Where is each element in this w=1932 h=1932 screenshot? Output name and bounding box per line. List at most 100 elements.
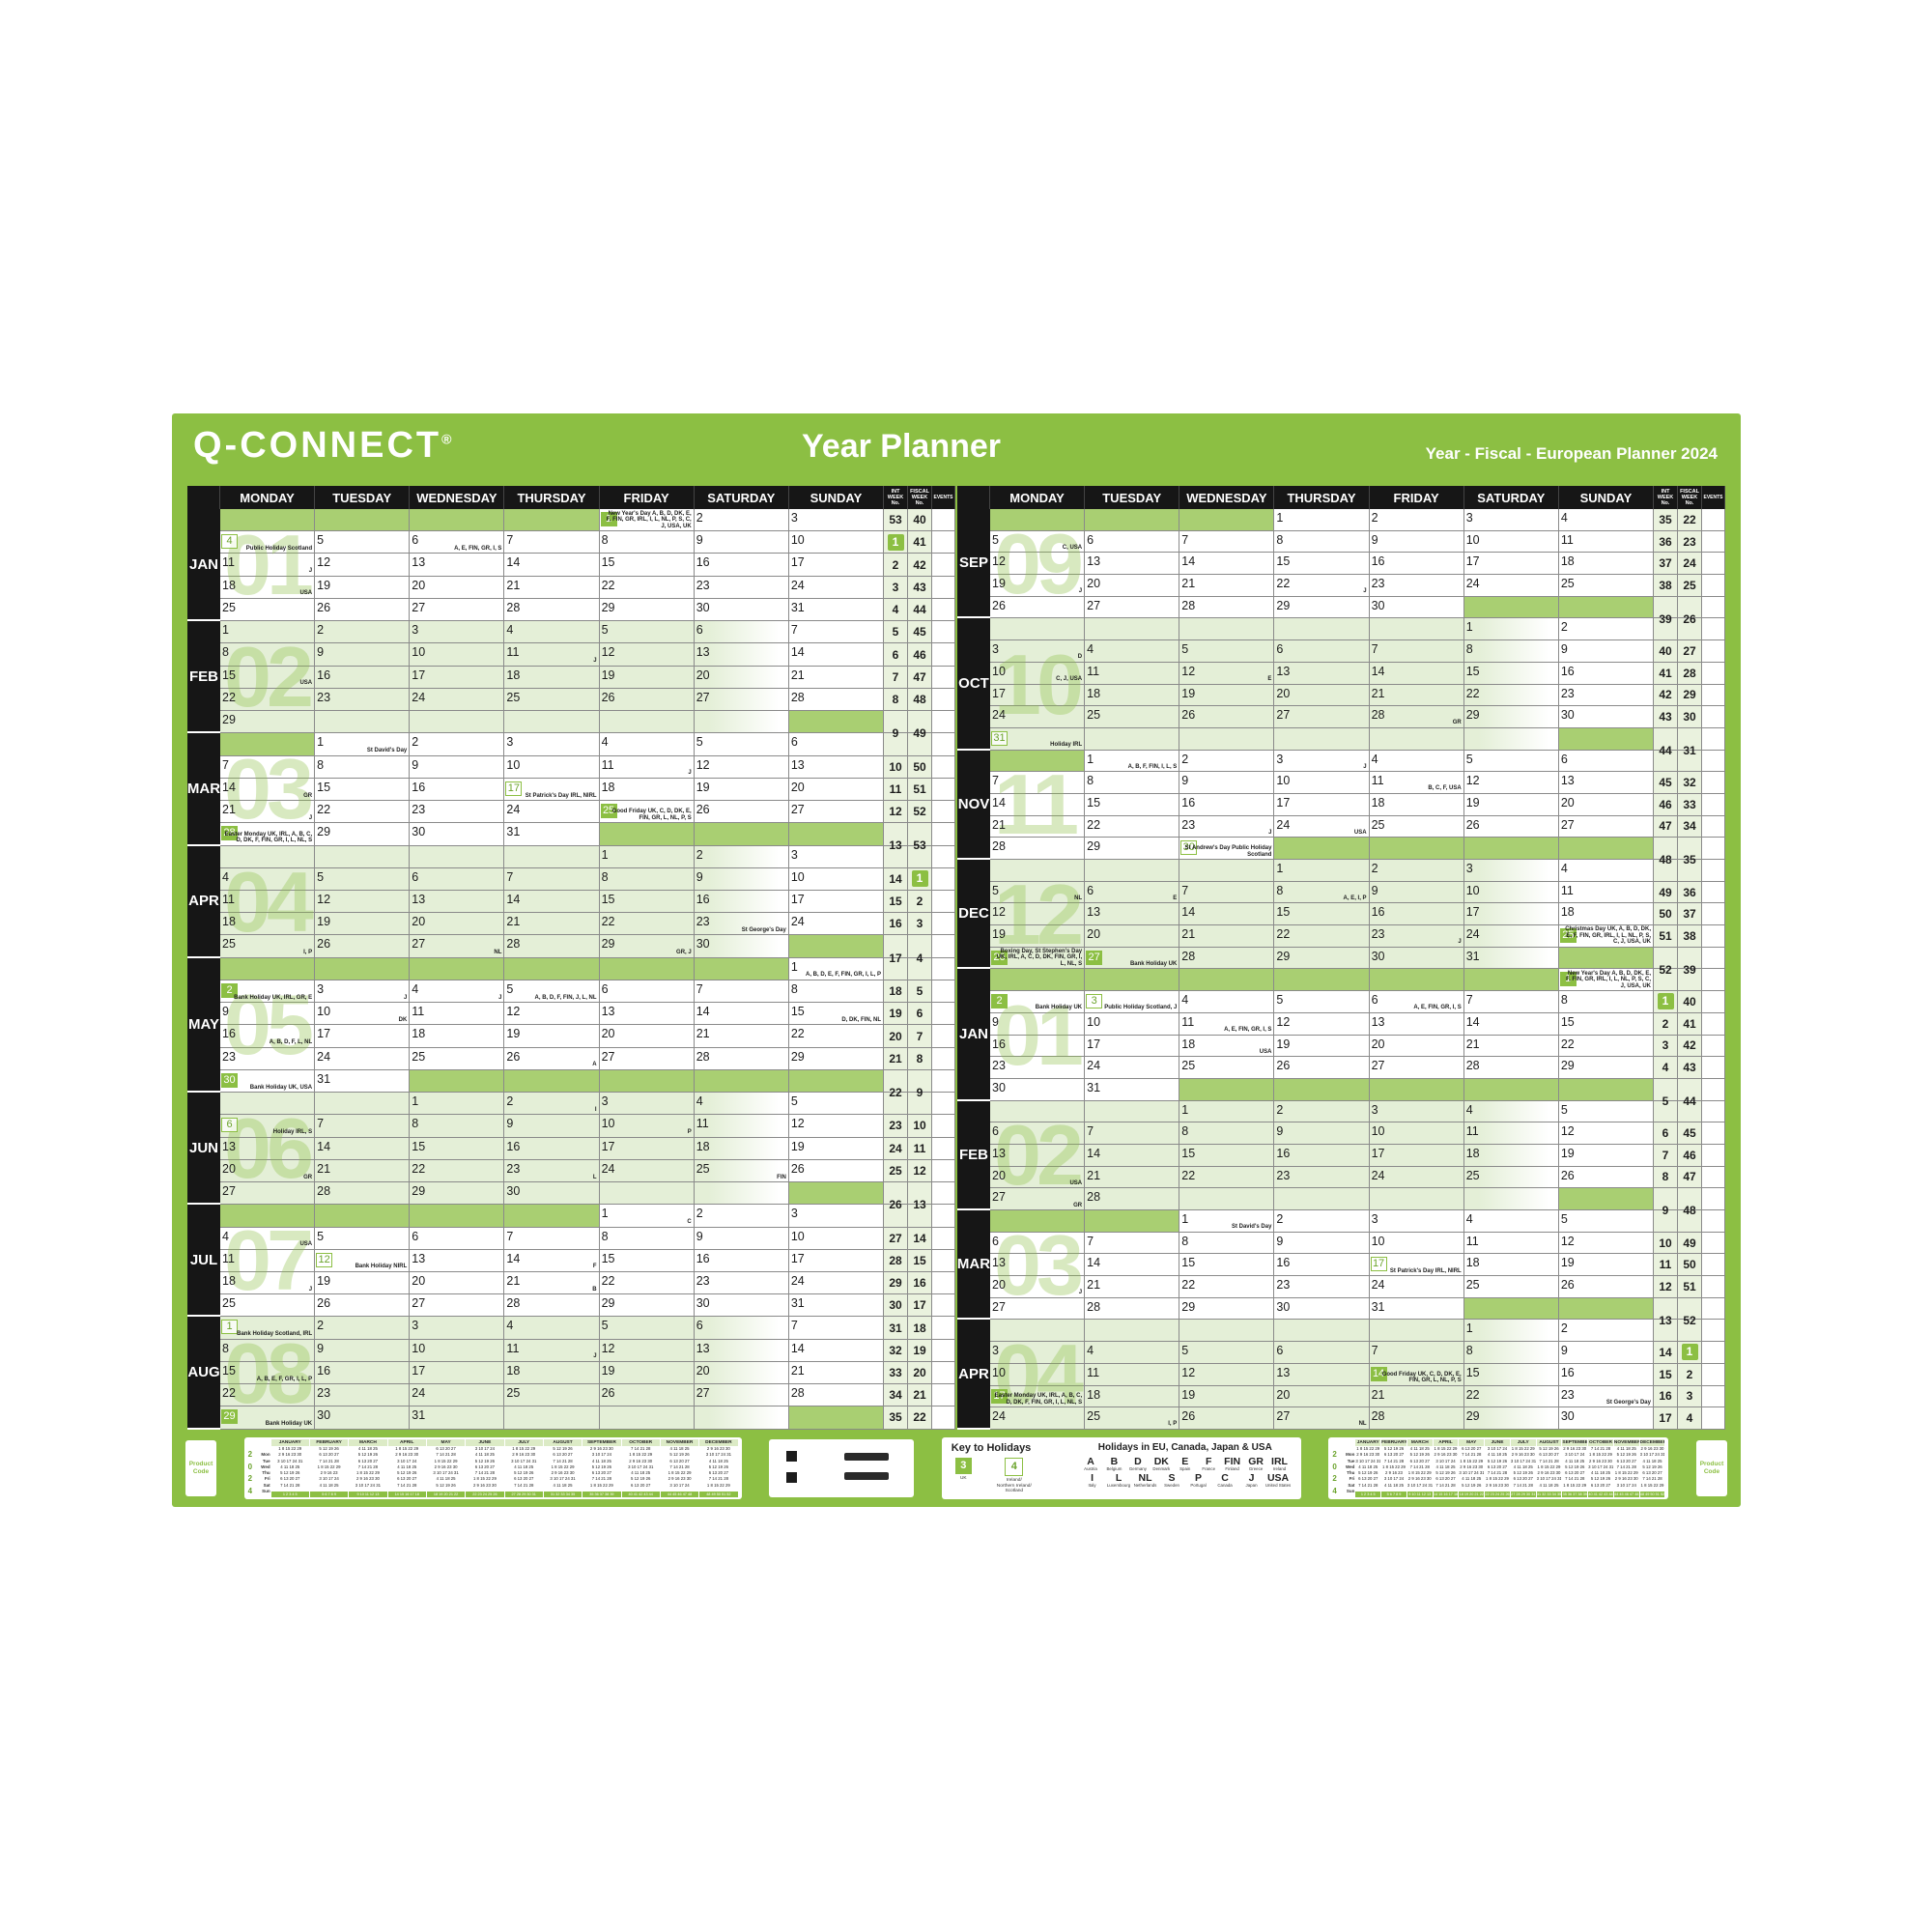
date-cell: 19	[788, 1137, 884, 1160]
holiday-note: USA	[299, 590, 313, 597]
mini-week-numbers: 9 10 11 12 13	[349, 1492, 387, 1497]
date-cell: 18	[694, 1137, 789, 1160]
date-cell: 27 GR	[990, 1188, 1086, 1210]
date-number: 11	[696, 1117, 709, 1131]
date-cell: 9	[694, 867, 789, 891]
country-code: I Italy	[1079, 1473, 1106, 1488]
mini-month-dates: 4 11 18 25	[1409, 1446, 1430, 1451]
date-number: 29	[1087, 839, 1101, 854]
date-number: 31	[1465, 949, 1480, 963]
date-number: 30	[1560, 708, 1575, 723]
date-number: 21	[1087, 1278, 1101, 1293]
date-number: 5	[790, 1094, 798, 1109]
fiscal-week-cell: 31	[1678, 727, 1702, 757]
date-number: 6	[601, 981, 609, 996]
fiscal-week-number: 23	[1683, 534, 1696, 549]
date-cell: 20	[1085, 925, 1180, 948]
mini-month-dates: 4 11 18 25	[397, 1463, 417, 1469]
date-cell: 21	[315, 1159, 411, 1183]
date-cell: 7	[504, 1227, 600, 1250]
date-cell: 28	[1369, 1407, 1464, 1430]
date-number: 28	[317, 1184, 331, 1199]
filler-cell	[1558, 1188, 1654, 1210]
day-header: SUNDAY	[788, 486, 884, 509]
date-number: 22	[601, 915, 615, 929]
fiscal-week-cell: 33	[1678, 793, 1702, 816]
mini-month-dates: 5 12 19 26	[1565, 1463, 1585, 1469]
date-cell: 31	[788, 598, 884, 622]
events-header: EVENTS	[1702, 486, 1725, 509]
date-number: 9	[696, 1229, 703, 1243]
date-cell: 13	[788, 755, 884, 779]
date-number: 2	[1371, 862, 1378, 875]
filler-cell	[315, 711, 411, 734]
date-number: 15	[222, 668, 236, 682]
date-number: 17	[317, 1027, 331, 1041]
date-number: 23	[317, 690, 331, 704]
date-cell: 17 St Patrick's Day IRL, NIRL	[504, 778, 600, 802]
fiscal-week-cell: 45	[908, 621, 932, 644]
date-number: 23	[1276, 1168, 1291, 1182]
holiday-note: GR	[303, 792, 313, 799]
date-number: 8	[1560, 993, 1568, 1008]
filler-cell	[599, 1069, 695, 1094]
int-week-cell: 37	[1654, 553, 1678, 576]
date-number: 6	[790, 735, 798, 750]
fiscal-week-cell: 3	[908, 913, 932, 936]
date-cell: 3	[1369, 1100, 1464, 1123]
date-number: 25	[222, 937, 236, 952]
events-cell	[932, 598, 955, 622]
date-cell: 24	[1369, 1166, 1464, 1189]
date-number: 9	[696, 869, 703, 884]
month-band: MAY 1 A, B, D, E, F, FIN, GR, I, L, P 2 Bank…	[187, 957, 955, 1099]
date-cell: 22	[1179, 1276, 1275, 1298]
date-number: 13	[1087, 905, 1101, 920]
int-week-header: INT WEEK No.	[884, 486, 908, 509]
date-number: 26	[790, 1161, 805, 1176]
int-week-cell: 7	[884, 666, 908, 689]
mini-month-dates: 1 8 15 22 29	[278, 1446, 302, 1451]
date-number: 2	[696, 847, 703, 862]
date-cell: 21 J	[220, 801, 316, 824]
int-week-cell: 43	[1654, 706, 1678, 728]
date-number: 30	[992, 1080, 1006, 1094]
date-cell: 23	[1369, 575, 1464, 597]
key-uk: 3 UK	[954, 1458, 972, 1494]
mini-month-dates: 5 12 19 26	[631, 1476, 651, 1482]
holiday-note: St David's Day	[366, 748, 408, 754]
date-number: 18	[1465, 1256, 1480, 1270]
holiday-note: F	[592, 1264, 597, 1270]
mini-week-numbers: 40 41 42 43 44	[1588, 1492, 1613, 1497]
mini-month-dates: 5 12 19 26	[708, 1463, 729, 1469]
fiscal-week-cell: 30	[1678, 706, 1702, 728]
date-cell: 5	[1179, 1342, 1275, 1364]
mini-month-dates: 5 12 19 26	[357, 1452, 379, 1458]
date-number: 16	[1181, 795, 1196, 810]
mini-month-dates: 2 9 16 23	[320, 1470, 338, 1476]
date-number: 12	[1181, 664, 1196, 678]
fiscal-week-cell: 20	[908, 1361, 932, 1385]
date-cell: 10	[410, 1339, 505, 1362]
date-number: 26	[991, 950, 1008, 965]
country-code-letter: J	[1248, 1472, 1255, 1484]
mini-calendar-left: 2 0 2 4 Mon Tue Wed Thu Fri Sat Sun JANUARY 1 8 15 2…	[243, 1437, 742, 1499]
date-cell: 17	[1369, 1144, 1464, 1167]
holiday-note: J	[1268, 829, 1272, 836]
date-number: 26	[1465, 817, 1480, 832]
mini-month-dates: 7 14 21 28	[1513, 1482, 1533, 1488]
date-number: 19	[317, 915, 331, 929]
filler-cell	[504, 711, 600, 734]
int-week-number: 12	[1659, 1279, 1672, 1293]
date-cell: 6	[694, 621, 789, 644]
date-number: 8	[601, 869, 609, 884]
month-label: AUG	[187, 1317, 220, 1430]
date-cell: 19 J	[990, 575, 1086, 597]
mini-month-dates: 7 14 21 28	[1590, 1446, 1611, 1451]
date-cell: 5	[599, 1317, 695, 1340]
filler-cell	[1274, 1320, 1370, 1343]
int-week-cell: 33	[884, 1361, 908, 1385]
mini-month-name: MARCH	[349, 1439, 387, 1446]
date-cell: 9	[220, 1003, 316, 1026]
filler-cell	[990, 1320, 1086, 1343]
mini-month-dates: 1 8 15 22 29	[668, 1470, 692, 1476]
